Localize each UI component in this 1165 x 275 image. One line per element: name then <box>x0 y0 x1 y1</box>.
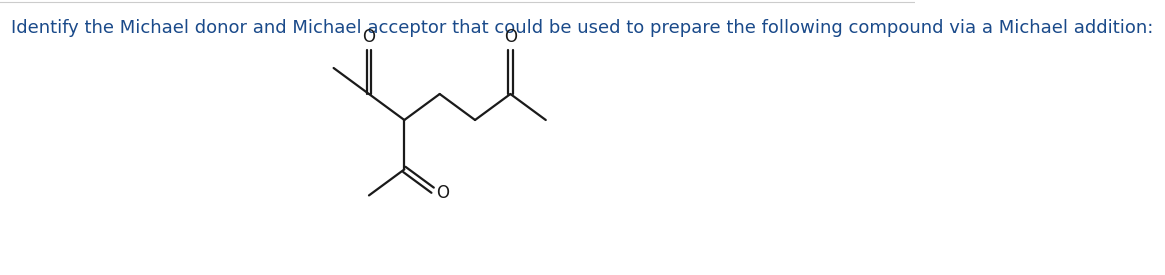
Text: O: O <box>437 184 450 202</box>
Text: O: O <box>504 28 517 46</box>
Text: Identify the Michael donor and Michael acceptor that could be used to prepare th: Identify the Michael donor and Michael a… <box>10 19 1153 37</box>
Text: O: O <box>362 28 375 46</box>
